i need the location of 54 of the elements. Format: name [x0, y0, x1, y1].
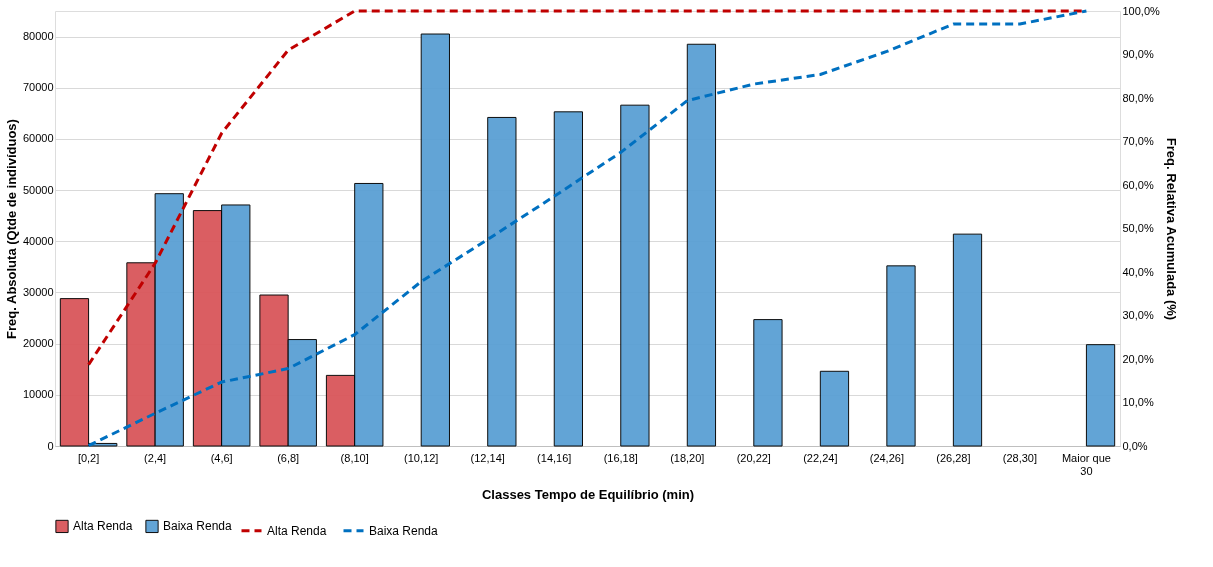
y2-tick-label: 0,0% [1122, 439, 1148, 452]
y2-tick-label: 70,0% [1122, 135, 1154, 147]
y-tick-label: 10000 [22, 388, 54, 401]
bar [819, 370, 850, 447]
y2-tick-label: 50,0% [1122, 222, 1154, 234]
y2-tick-label: 20,0% [1122, 352, 1154, 365]
x-tick-label: (20,22] [736, 451, 771, 464]
x-tick-label: Maior que 30 [1061, 451, 1111, 477]
y2-tick-label: 80,0% [1122, 91, 1154, 104]
x-tick-label: (28,30] [1002, 451, 1038, 464]
bar [620, 104, 650, 447]
y2-tick-label: 90,0% [1122, 48, 1154, 60]
x-tick-label: (26,28] [936, 451, 971, 464]
x-tick-label: (16,18] [603, 451, 638, 464]
x-tick-label: (14,16] [537, 451, 572, 464]
x-tick-label: (4,6] [210, 451, 233, 464]
x-tick-label: (8,10] [340, 451, 369, 464]
legend-label: Baixa Renda [369, 523, 439, 538]
x-tick-label: (22,24] [803, 451, 838, 464]
y-tick-label: 20000 [22, 337, 54, 350]
y-tick-label: 70000 [22, 81, 54, 94]
legend-label: Alta Renda [73, 519, 133, 534]
x-tick-label: (18,20] [670, 451, 705, 464]
y-tick-label: 30000 [22, 285, 54, 298]
y-tick-label: 60000 [22, 132, 54, 145]
bar [420, 33, 450, 447]
bar [886, 265, 916, 447]
y2-tick-label: 100,0% [1122, 4, 1161, 17]
x-tick-label: (12,14] [470, 451, 505, 464]
y2-tick-label: 40,0% [1122, 265, 1154, 278]
x-tick-label: (2,4] [144, 451, 167, 464]
y2-tick-label: 60,0% [1122, 178, 1154, 191]
y2-tick-label: 30,0% [1122, 309, 1154, 321]
y-tick-label: 40000 [22, 234, 54, 247]
y2-axis-title: Freq. Relativa Acumulada (%) [1163, 137, 1179, 321]
line-series [87, 9, 1088, 448]
bar [553, 111, 584, 447]
y-tick-label: 80000 [22, 30, 54, 43]
bar [1085, 344, 1116, 447]
y-tick-label: 0 [47, 439, 54, 452]
y-tick-label: 50000 [22, 183, 54, 196]
bar [686, 43, 717, 447]
bar [487, 116, 517, 447]
y-axis-title: Freq. Absoluta (Qtde de indivíduos) [3, 119, 19, 339]
bar [952, 233, 983, 447]
legend-label: Baixa Renda [163, 519, 233, 534]
x-tick-label: (24,26] [869, 451, 904, 464]
x-tick-label: (10,12] [404, 451, 439, 464]
bar [753, 319, 783, 447]
x-axis-title: Classes Tempo de Equilíbrio (min) [481, 486, 695, 502]
y2-tick-label: 10,0% [1122, 396, 1154, 408]
x-tick-label: (6,8] [277, 451, 300, 464]
legend-label: Alta Renda [267, 523, 327, 538]
x-tick-label: [0,2] [77, 451, 100, 464]
